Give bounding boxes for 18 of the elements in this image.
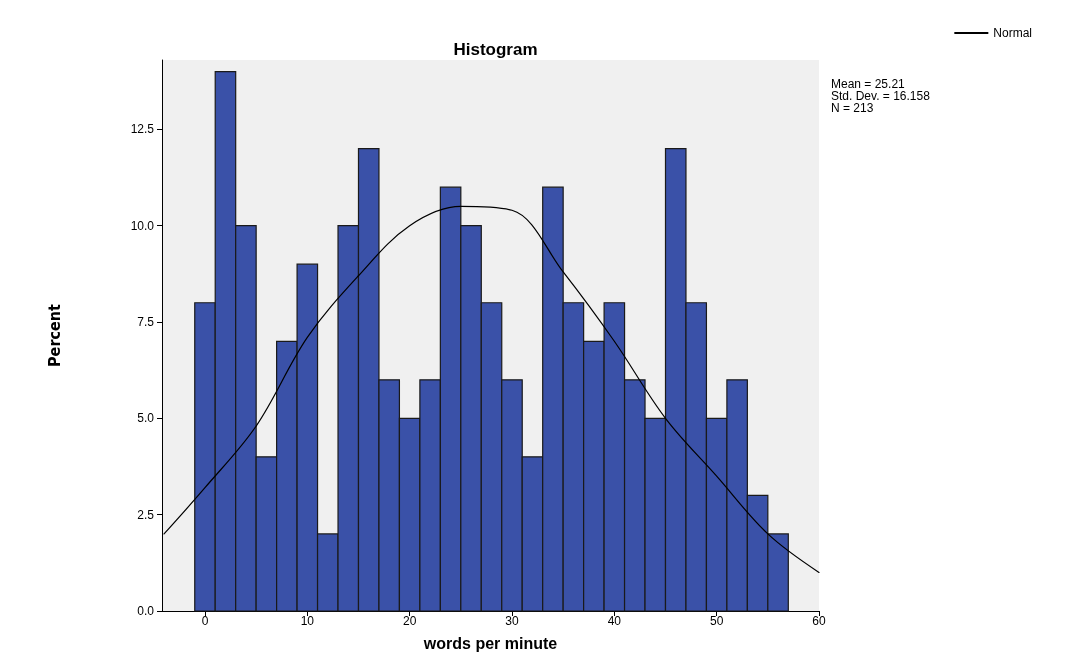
x-axis-title: words per minute bbox=[422, 634, 558, 652]
y-tick-label: 5.0 bbox=[137, 411, 155, 426]
chart-title: Histogram bbox=[453, 40, 538, 59]
x-tick-label: 50 bbox=[709, 614, 724, 628]
x-tick-label: 20 bbox=[402, 614, 417, 628]
x-tick-label: 30 bbox=[505, 614, 519, 628]
y-tick-label: 0.0 bbox=[137, 604, 155, 618]
y-tick-label: 2.5 bbox=[137, 507, 155, 522]
y-tick-label: 10.0 bbox=[130, 218, 155, 233]
x-tick-label: 40 bbox=[607, 614, 622, 628]
x-tick-label: 10 bbox=[300, 614, 315, 628]
x-tick-label: 0 bbox=[201, 614, 209, 628]
y-axis-title: Percent bbox=[44, 303, 64, 367]
y-tick-label: 7.5 bbox=[137, 315, 155, 330]
x-tick-label: 60 bbox=[812, 614, 826, 628]
y-tick-label: 12.5 bbox=[130, 122, 155, 137]
legend-label: Normal bbox=[993, 26, 1032, 40]
text: Mean = 25.21 Std. Dev. = 16.158 N = 213 bbox=[831, 77, 931, 115]
